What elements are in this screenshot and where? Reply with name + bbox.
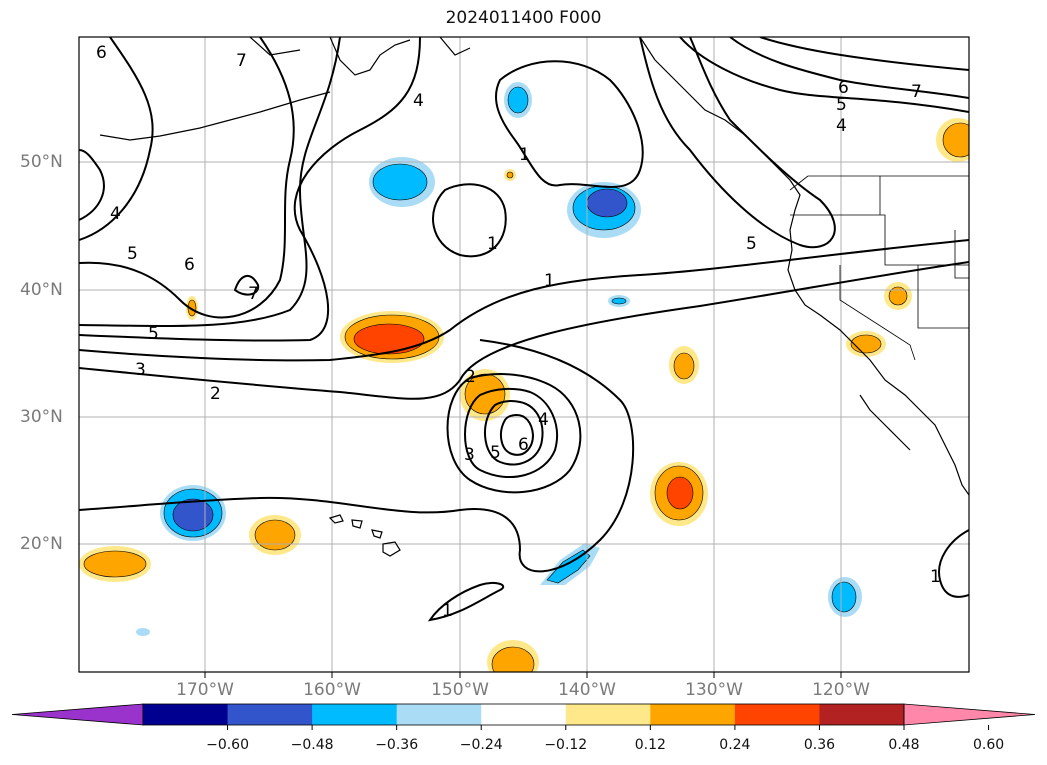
colorbar-tick-label: 0.36 <box>803 737 836 753</box>
contour-label: 5 <box>148 324 159 344</box>
shade-pos-small-38n <box>186 296 198 320</box>
colorbar-tick-label: −0.12 <box>544 737 588 753</box>
shade-neg-off-oregon <box>567 182 641 238</box>
contour-label: 7 <box>248 284 259 304</box>
longitude-label-130w: 130°W <box>685 680 743 700</box>
contour-label: 2 <box>465 367 476 387</box>
contour-label: 7 <box>236 51 247 71</box>
contour-label: 6 <box>184 255 195 275</box>
contour-label: 5 <box>836 95 847 115</box>
contour-label: 6 <box>518 435 529 455</box>
contour-label: 1 <box>519 145 530 165</box>
shade-pos-nevada <box>884 282 912 310</box>
latitude-label-40n: 40°N <box>20 280 63 300</box>
longitude-label-120w: 120°W <box>812 680 870 700</box>
shade-pos-far-west-18n <box>79 546 151 582</box>
longitude-label-140w: 140°W <box>558 680 616 700</box>
contour-label: 7 <box>911 82 922 102</box>
contour-label: 4 <box>836 116 847 136</box>
colorbar-tick-label: 0.48 <box>888 737 920 753</box>
contour-label: 3 <box>135 360 146 380</box>
colorbar-extend-high <box>903 703 1036 726</box>
colorbar <box>11 703 1036 730</box>
contour-label: 5 <box>127 244 138 264</box>
contour-label: 4 <box>538 410 549 430</box>
map-frame <box>78 36 970 673</box>
shade-pos-central-37n <box>340 311 444 363</box>
colorbar-extend-low <box>11 703 144 726</box>
contour-label: 6 <box>96 43 107 63</box>
colorbar-tick-label: −0.36 <box>375 737 419 753</box>
latitude-label-50n: 50°N <box>20 152 63 172</box>
longitude-label-160w: 160°W <box>303 680 361 700</box>
shade-neg-gulf-alaska <box>504 82 532 118</box>
contour-label: 1 <box>442 601 453 621</box>
shade-pos-arizona <box>846 331 886 357</box>
shade-neg-north-pacific <box>369 157 435 207</box>
contour-label: 3 <box>464 445 475 465</box>
colorbar-tick-label: −0.48 <box>290 737 334 753</box>
contour-label: 1 <box>487 234 498 254</box>
shade-pos-east-33n <box>669 346 699 384</box>
coastlines <box>99 37 969 557</box>
latitude-label-30n: 30°N <box>20 407 63 427</box>
contour-label: 1 <box>544 271 555 291</box>
contour-label: 1 <box>930 567 941 587</box>
shade-neg-west-22n <box>160 485 226 541</box>
longitude-label-150w: 150°W <box>431 680 489 700</box>
shade-pos-canada-ne <box>936 118 969 162</box>
colorbar-frame <box>142 703 905 726</box>
colorbar-segment <box>734 704 820 725</box>
colorbar-segment <box>819 704 905 725</box>
shade-pos-south-11n <box>487 640 539 672</box>
shade-pos-east-24n <box>650 462 708 526</box>
contour-label-group: 6 7 4 5 6 7 4 5 1 1 1 6 7 5 4 5 3 2 2 3 … <box>96 43 941 621</box>
longitude-label-170w: 170°W <box>176 680 234 700</box>
shade-pos-tiny-48n <box>504 169 516 181</box>
shade-neg-small-40n <box>608 295 630 307</box>
colorbar-segment <box>481 704 567 725</box>
colorbar-tick-label: 0.60 <box>972 737 1005 753</box>
colorbar-tick-label: −0.24 <box>459 737 503 753</box>
contour-label: 4 <box>110 204 121 224</box>
map-area: 6 7 4 5 6 7 4 5 1 1 1 6 7 5 4 5 3 2 2 3 … <box>79 37 969 672</box>
colorbar-tick-label: 0.24 <box>719 737 751 753</box>
colorbar-segment <box>396 704 482 725</box>
map-title: 2024011400 F000 <box>445 8 602 28</box>
colorbar-segment <box>143 704 229 725</box>
shade-neg-east-15n <box>828 577 862 617</box>
shade-neg-tiny-12n <box>136 628 150 636</box>
axis-ticks <box>204 672 842 678</box>
colorbar-segment <box>565 704 651 725</box>
latitude-label-20n: 20°N <box>20 534 63 554</box>
height-contours <box>79 37 969 622</box>
contour-label: 4 <box>413 91 424 111</box>
contour-label: 5 <box>746 234 757 254</box>
shade-pos-west-20n <box>249 515 301 555</box>
political-borders <box>789 175 969 361</box>
colorbar-segment <box>312 704 398 725</box>
colorbar-tick-label: 0.12 <box>634 737 666 753</box>
colorbar-segment <box>227 704 313 725</box>
contour-label: 6 <box>838 78 849 98</box>
contour-label: 2 <box>210 384 221 404</box>
contour-label: 5 <box>490 443 501 463</box>
colorbar-segment <box>650 704 736 725</box>
graticule <box>79 37 969 672</box>
colorbar-tick-label: −0.60 <box>206 737 249 753</box>
